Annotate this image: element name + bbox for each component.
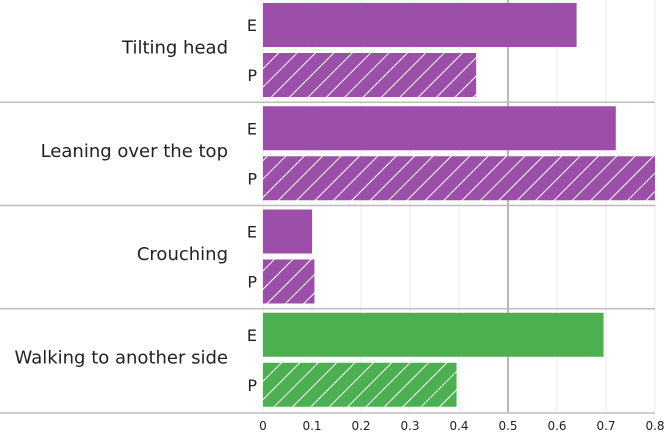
x-axis: 0 0.1 0.2 0.3 0.4 0.5 0.6 0.7 0.8	[259, 419, 664, 433]
bar-p	[263, 362, 457, 407]
labels: E P Tilting head E P Leaning over the top E P Cr…	[15, 16, 258, 395]
x-tick-label: 0.8	[645, 419, 664, 433]
x-tick-label: 0.6	[547, 419, 566, 433]
bar-p	[263, 156, 655, 201]
bar-p	[263, 53, 477, 97]
bar-e	[263, 312, 604, 357]
series-key-label: P	[247, 273, 257, 292]
x-tick-label: 0.4	[449, 419, 468, 433]
x-tick-label: 0	[259, 419, 267, 433]
series-key-label: P	[247, 169, 257, 188]
category-label: Walking to another side	[15, 347, 228, 368]
x-tick-label: 0.2	[351, 419, 370, 433]
category-label: Crouching	[137, 244, 228, 265]
bar-e	[263, 209, 312, 254]
bar-e	[263, 3, 577, 47]
bar-p	[263, 259, 315, 304]
series-key-label: E	[247, 223, 257, 242]
x-tick-label: 0.3	[400, 419, 419, 433]
series-key-label: P	[247, 376, 257, 395]
x-tick-label: 0.1	[302, 419, 321, 433]
series-key-label: E	[247, 16, 257, 35]
bar-e	[263, 106, 616, 151]
series-key-label: E	[247, 326, 257, 345]
category-separators	[0, 101, 655, 414]
category-label: Tilting head	[121, 38, 228, 59]
x-tick-label: 0.7	[596, 419, 615, 433]
bars	[263, 3, 655, 407]
category-label: Leaning over the top	[41, 141, 228, 162]
series-key-label: P	[247, 66, 257, 85]
x-tick-label: 0.5	[498, 419, 517, 433]
series-key-label: E	[247, 119, 257, 138]
